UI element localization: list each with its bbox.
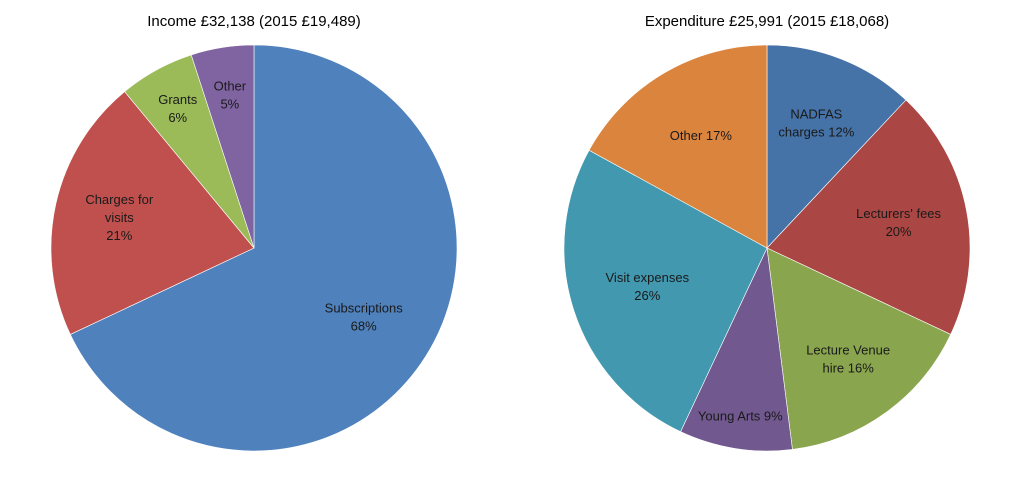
income-chart-title: Income £32,138 (2015 £19,489): [147, 13, 361, 30]
data-label-nadfas-charges: NADFAS charges 12%: [778, 106, 854, 139]
data-label-grants: Grants 6%: [158, 92, 198, 125]
data-label-young-arts: Young Arts 9%: [698, 408, 783, 423]
expenditure-pie: NADFAS charges 12% Lecturers' fees 20% Lectu…: [563, 44, 971, 452]
data-label-charges-for-visits: Charges for visits 21%: [85, 192, 154, 243]
pie-slice-other: [588, 44, 768, 249]
data-label-other: Other 5%: [214, 79, 247, 112]
pie-slice-young-arts: [680, 246, 793, 452]
pie-slice-subscriptions: [69, 44, 458, 452]
data-label-subscriptions: Subscriptions 68%: [325, 301, 404, 334]
pie-slice-charges-for-visits: [50, 91, 255, 335]
pie-slice-visit-expenses: [563, 149, 768, 433]
pie-slice-nadfas-charges: [766, 44, 907, 249]
pie-slice-lecture-venue-hire: [766, 247, 952, 450]
data-label-visit-expenses: Visit expenses 26%: [606, 270, 690, 303]
data-label-lecturers-fees: Lecturers' fees 20%: [856, 206, 941, 239]
income-pie: Subscriptions 68% Charges for visits 21% Gran…: [50, 44, 458, 452]
data-label-other: Other 17%: [670, 128, 733, 143]
expenditure-chart-title: Expenditure £25,991 (2015 £18,068): [645, 13, 889, 30]
data-label-lecture-venue-hire: Lecture Venue hire 16%: [806, 343, 890, 376]
pie-slice-lecturers-fees: [766, 99, 971, 335]
pie-slice-other: [190, 44, 255, 249]
